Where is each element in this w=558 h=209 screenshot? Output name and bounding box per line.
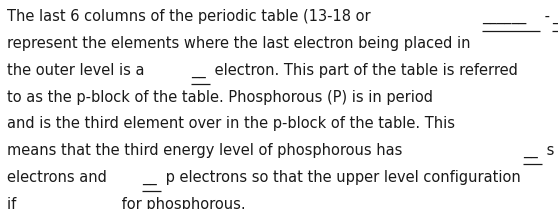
Text: __: __ [142, 170, 157, 185]
Text: ______: ______ [483, 9, 527, 24]
Text: represent the elements where the last electron being placed in: represent the elements where the last el… [7, 36, 471, 51]
Text: means that the third energy level of phosphorous has: means that the third energy level of pho… [7, 143, 407, 158]
Text: _____: _____ [552, 9, 558, 24]
Text: the outer level is a: the outer level is a [7, 63, 150, 78]
Text: The last 6 columns of the periodic table (13-18 or: The last 6 columns of the periodic table… [7, 9, 376, 24]
Text: ____: ____ [25, 197, 55, 209]
Text: p electrons so that the upper level configuration: p electrons so that the upper level conf… [161, 170, 521, 185]
Text: to as the p-block of the table. Phosphorous (P) is in period: to as the p-block of the table. Phosphor… [7, 90, 438, 105]
Text: -: - [540, 9, 550, 24]
Text: _____: _____ [69, 197, 106, 209]
Text: if: if [7, 197, 21, 209]
Text: __: __ [523, 143, 538, 158]
Text: for phosphorous.: for phosphorous. [117, 197, 246, 209]
Text: electron. This part of the table is referred: electron. This part of the table is refe… [210, 63, 518, 78]
Text: __: __ [191, 63, 205, 78]
Text: electrons and: electrons and [7, 170, 112, 185]
Text: s: s [542, 143, 555, 158]
Text: and is the third element over in the p-block of the table. This: and is the third element over in the p-b… [7, 116, 455, 131]
